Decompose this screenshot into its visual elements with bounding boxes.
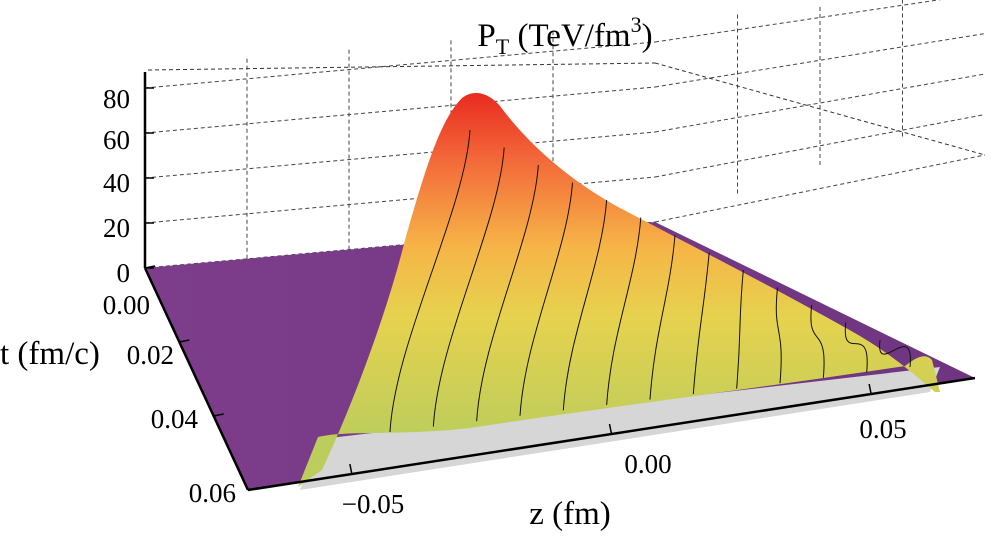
z-tick-label: 40 (103, 168, 130, 198)
x-tick-mark (349, 463, 353, 475)
z-tick-label: 80 (103, 84, 130, 114)
title-close: ) (642, 18, 653, 54)
t-tick-label: 0.06 (189, 478, 236, 508)
tick-marks (144, 87, 872, 491)
x-tick-mark (868, 383, 872, 395)
t-tick-label: 0.04 (151, 404, 199, 434)
contour-line (519, 182, 573, 416)
contour-line (692, 252, 710, 395)
contour-line (736, 269, 744, 389)
title-subscript: T (496, 34, 510, 59)
x-tick-mark (608, 423, 613, 435)
t-tick-mark (179, 339, 190, 343)
grid-line (144, 41, 656, 89)
title-main: P (477, 18, 495, 54)
surface-contours (389, 129, 911, 433)
grid-line (144, 86, 656, 134)
t-tick-mark (213, 413, 224, 417)
contour-line (649, 234, 676, 400)
x-tick-label: 0.05 (859, 414, 906, 444)
t-tick-label: 0.02 (127, 340, 174, 370)
grid-line (144, 176, 656, 224)
x-tick-label: 0.00 (624, 449, 671, 479)
x-tick-label: −0.05 (342, 489, 404, 519)
chart-title: PT (TeV/fm3) (477, 12, 652, 59)
z-tick-label: 60 (103, 125, 130, 155)
side-wall (300, 367, 940, 490)
grid-line (654, 154, 986, 223)
grid-line (654, 73, 986, 133)
contour-line (476, 164, 539, 422)
t-tick-mark (144, 265, 156, 269)
contour-line (432, 147, 505, 427)
grid-line (654, 114, 986, 178)
z-axis-ticks: 80 60 40 20 0 (103, 84, 130, 288)
contour-line (844, 322, 868, 373)
title-units: (TeV/fm (509, 18, 631, 54)
contour-line (389, 129, 471, 433)
contour-line (810, 304, 825, 378)
x-axis-title: z (fm) (529, 496, 611, 532)
contour-line (606, 217, 642, 405)
contour-line (879, 339, 911, 368)
contour-line (562, 199, 608, 411)
z-tick-label: 20 (103, 213, 130, 243)
z-tick-label: 0 (117, 258, 131, 288)
t-axis-title: t (fm/c) (0, 336, 100, 372)
x-axis-ticks: −0.05 0.00 0.05 (342, 414, 907, 519)
title-superscript: 3 (631, 12, 642, 37)
box-edges (147, 62, 986, 156)
contour-line (775, 287, 782, 384)
t-axis-ticks: 0.00 0.02 0.04 0.06 (103, 290, 236, 508)
grid-line (144, 131, 656, 179)
t-tick-label: 0.00 (103, 290, 150, 320)
t-tick-mark (247, 487, 259, 491)
